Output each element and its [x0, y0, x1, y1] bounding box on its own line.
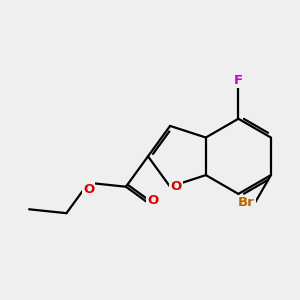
Text: Br: Br: [238, 196, 255, 209]
Text: O: O: [83, 183, 94, 196]
Text: O: O: [148, 194, 159, 207]
Text: F: F: [234, 74, 243, 87]
Text: O: O: [170, 180, 181, 193]
